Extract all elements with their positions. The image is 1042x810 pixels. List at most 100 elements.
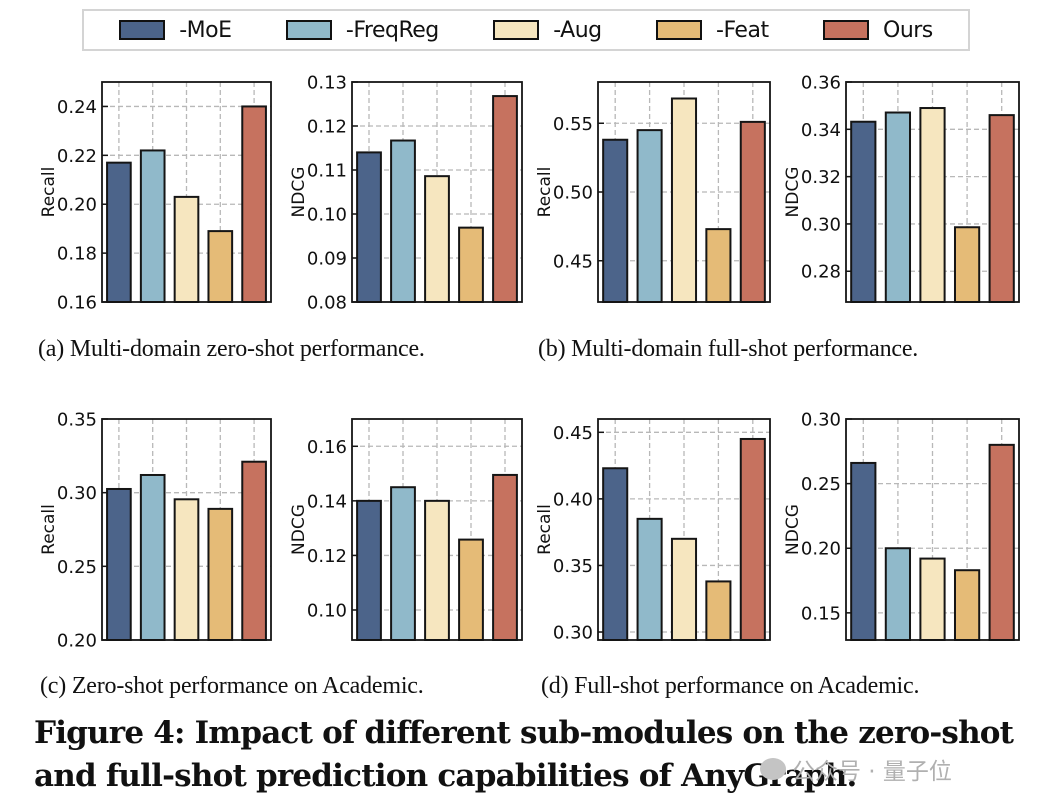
- y-tick-label: 0.36: [801, 73, 841, 94]
- y-tick-label: 0.11: [307, 161, 347, 182]
- bar-aug: [173, 195, 200, 303]
- y-tick-label: 0.20: [57, 631, 97, 652]
- legend-label: -FreqReg: [345, 17, 439, 43]
- legend-item: -Feat: [656, 18, 769, 43]
- bar-freqreg: [884, 111, 912, 303]
- bar-moe: [356, 151, 382, 303]
- wechat-icon: [760, 758, 786, 780]
- bar-freqreg: [390, 139, 416, 303]
- y-tick-label: 0.45: [553, 423, 593, 444]
- y-tick-label: 0.16: [57, 293, 97, 314]
- bar-aug: [424, 499, 450, 641]
- subplot-c-left: 0.20 0.25 0.30 0.35 Recall: [39, 410, 272, 652]
- legend-swatch: [285, 20, 332, 40]
- y-tick-label: 0.09: [307, 249, 347, 270]
- bar-freqreg: [884, 547, 912, 641]
- bar-feat: [458, 226, 484, 303]
- figure-charts: 0.160.180.200.220.24Recall0.080.090.100.…: [39, 73, 1020, 652]
- y-tick-label: 0.13: [307, 73, 347, 94]
- bar-ours: [241, 460, 267, 641]
- y-tick-label: 0.12: [307, 117, 347, 138]
- bar-aug: [670, 537, 698, 641]
- y-tick-label: 0.24: [57, 97, 97, 118]
- y-tick-label: 0.35: [553, 556, 593, 577]
- axes-frame: [101, 418, 272, 641]
- y-tick-label: 0.10: [307, 600, 347, 621]
- y-tick-label: 0.30: [553, 623, 593, 644]
- y-axis-label: NDCG: [783, 167, 803, 218]
- y-tick-label: 0.22: [57, 146, 97, 167]
- bar-aug: [173, 498, 200, 641]
- y-tick-label: 0.50: [553, 183, 593, 204]
- bar-moe: [602, 467, 629, 641]
- y-axis-label: NDCG: [289, 167, 309, 218]
- legend-swatch: [493, 20, 540, 40]
- y-axis-label: Recall: [535, 504, 555, 555]
- y-tick-label: 0.25: [57, 557, 97, 578]
- bar-ours: [739, 120, 766, 303]
- bar-ours: [988, 443, 1015, 642]
- legend-item: -FreqReg: [285, 17, 439, 43]
- figure-caption-line1: Figure 4: Impact of different sub-module…: [34, 715, 1014, 751]
- bar-moe: [850, 461, 877, 642]
- bar-aug: [424, 175, 450, 303]
- bar-moe: [602, 138, 629, 303]
- y-tick-label: 0.55: [553, 114, 593, 135]
- watermark: 公众号 · 量子位: [760, 752, 952, 786]
- legend-label: Ours: [883, 17, 933, 43]
- bar-ours: [492, 473, 518, 641]
- bar-ours: [739, 437, 766, 641]
- y-axis-label: Recall: [535, 167, 555, 218]
- bar-ours: [988, 114, 1015, 303]
- bar-freqreg: [139, 149, 166, 303]
- legend-item: Ours: [823, 18, 933, 43]
- bar-freqreg: [139, 473, 166, 641]
- y-axis-label: Recall: [39, 504, 59, 555]
- y-tick-label: 0.32: [801, 167, 841, 188]
- bar-freqreg: [390, 486, 416, 641]
- y-tick-label: 0.14: [307, 491, 347, 512]
- caption-d: (d) Full-shot performance on Academic.: [541, 673, 920, 699]
- bar-aug: [919, 107, 946, 304]
- caption-a: (a) Multi-domain zero-shot performance.: [38, 336, 425, 362]
- bar-feat: [953, 226, 981, 303]
- bar-feat: [953, 569, 981, 641]
- y-tick-label: 0.20: [57, 195, 97, 216]
- y-tick-label: 0.30: [801, 410, 841, 431]
- watermark-text: 公众号 · 量子位: [792, 759, 952, 785]
- chart-legend: -MoE -FreqReg -Aug -Feat Ours: [82, 9, 970, 51]
- caption-b: (b) Multi-domain full-shot performance.: [538, 336, 919, 362]
- legend-label: -MoE: [179, 17, 232, 43]
- y-tick-label: 0.08: [307, 293, 347, 314]
- bar-feat: [705, 228, 732, 303]
- caption-c: (c) Zero-shot performance on Academic.: [40, 673, 424, 699]
- subplot-a-left: 0.16 0.18 0.20 0.22 0.24 Recall: [39, 81, 272, 314]
- axes-frame: [101, 81, 272, 303]
- legend-swatch: [656, 20, 703, 40]
- bar-moe: [106, 161, 132, 303]
- bar-aug: [919, 557, 946, 641]
- legend-label: -Feat: [716, 17, 769, 43]
- y-axis-label: Recall: [39, 167, 59, 218]
- bar-moe: [356, 499, 382, 641]
- subplot-d-left: 0.30 0.35 0.40 0.45 Recall: [535, 418, 771, 644]
- subplot-d-right: 0.15 0.20 0.25 0.30 NDCG: [783, 410, 1020, 642]
- legend-label: -Aug: [553, 17, 602, 43]
- y-axis-label: NDCG: [289, 504, 309, 555]
- subplot-b-right: 0.28 0.30 0.32 0.34 0.36 NDCG: [783, 73, 1020, 304]
- bar-moe: [106, 487, 132, 641]
- bar-feat: [458, 538, 484, 641]
- subplot-c-right: 0.10 0.12 0.14 0.16 NDCG: [289, 418, 523, 641]
- y-axis-label: NDCG: [783, 504, 803, 555]
- bar-feat: [207, 507, 234, 641]
- y-tick-label: 0.15: [801, 603, 841, 624]
- bar-aug: [670, 97, 698, 303]
- figure-caption: Figure 4: Impact of different sub-module…: [34, 712, 1042, 798]
- y-tick-label: 0.30: [801, 214, 841, 235]
- bar-ours: [241, 105, 267, 303]
- axes-frame: [845, 81, 1020, 303]
- legend-item: -Aug: [493, 17, 602, 43]
- y-tick-label: 0.45: [553, 251, 593, 272]
- y-tick-label: 0.40: [553, 489, 593, 510]
- y-tick-label: 0.18: [57, 244, 97, 265]
